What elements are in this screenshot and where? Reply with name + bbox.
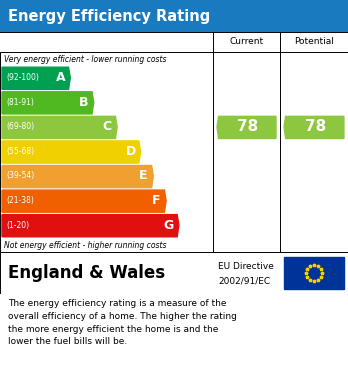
Text: Not energy efficient - higher running costs: Not energy efficient - higher running co… xyxy=(4,240,166,249)
Polygon shape xyxy=(284,117,344,138)
Text: (21-38): (21-38) xyxy=(6,196,34,205)
Text: C: C xyxy=(103,120,112,133)
Text: Very energy efficient - lower running costs: Very energy efficient - lower running co… xyxy=(4,54,166,63)
Text: A: A xyxy=(55,71,65,84)
Text: G: G xyxy=(164,219,174,231)
Polygon shape xyxy=(2,92,94,114)
Polygon shape xyxy=(2,117,117,138)
Text: B: B xyxy=(79,96,88,109)
Text: EU Directive: EU Directive xyxy=(218,262,274,271)
Text: D: D xyxy=(126,145,136,158)
Text: (55-68): (55-68) xyxy=(6,147,34,156)
Text: (92-100): (92-100) xyxy=(6,73,39,82)
Text: (69-80): (69-80) xyxy=(6,122,34,131)
Text: Current: Current xyxy=(229,38,263,47)
Text: (1-20): (1-20) xyxy=(6,221,29,230)
Bar xyxy=(284,256,344,289)
Text: 78: 78 xyxy=(237,119,259,135)
Text: Energy Efficiency Rating: Energy Efficiency Rating xyxy=(8,9,210,23)
Text: F: F xyxy=(152,194,160,207)
Text: The energy efficiency rating is a measure of the
overall efficiency of a home. T: The energy efficiency rating is a measur… xyxy=(8,299,237,346)
Text: Potential: Potential xyxy=(294,38,334,47)
Polygon shape xyxy=(2,67,70,90)
Polygon shape xyxy=(2,190,166,212)
Polygon shape xyxy=(2,165,153,188)
Text: England & Wales: England & Wales xyxy=(8,264,165,282)
Polygon shape xyxy=(217,117,276,138)
Text: 2002/91/EC: 2002/91/EC xyxy=(218,277,270,286)
Polygon shape xyxy=(2,215,179,237)
Text: E: E xyxy=(139,169,148,183)
Text: (81-91): (81-91) xyxy=(6,98,34,107)
Text: (39-54): (39-54) xyxy=(6,172,34,181)
Text: 78: 78 xyxy=(305,119,326,135)
Polygon shape xyxy=(2,141,141,163)
